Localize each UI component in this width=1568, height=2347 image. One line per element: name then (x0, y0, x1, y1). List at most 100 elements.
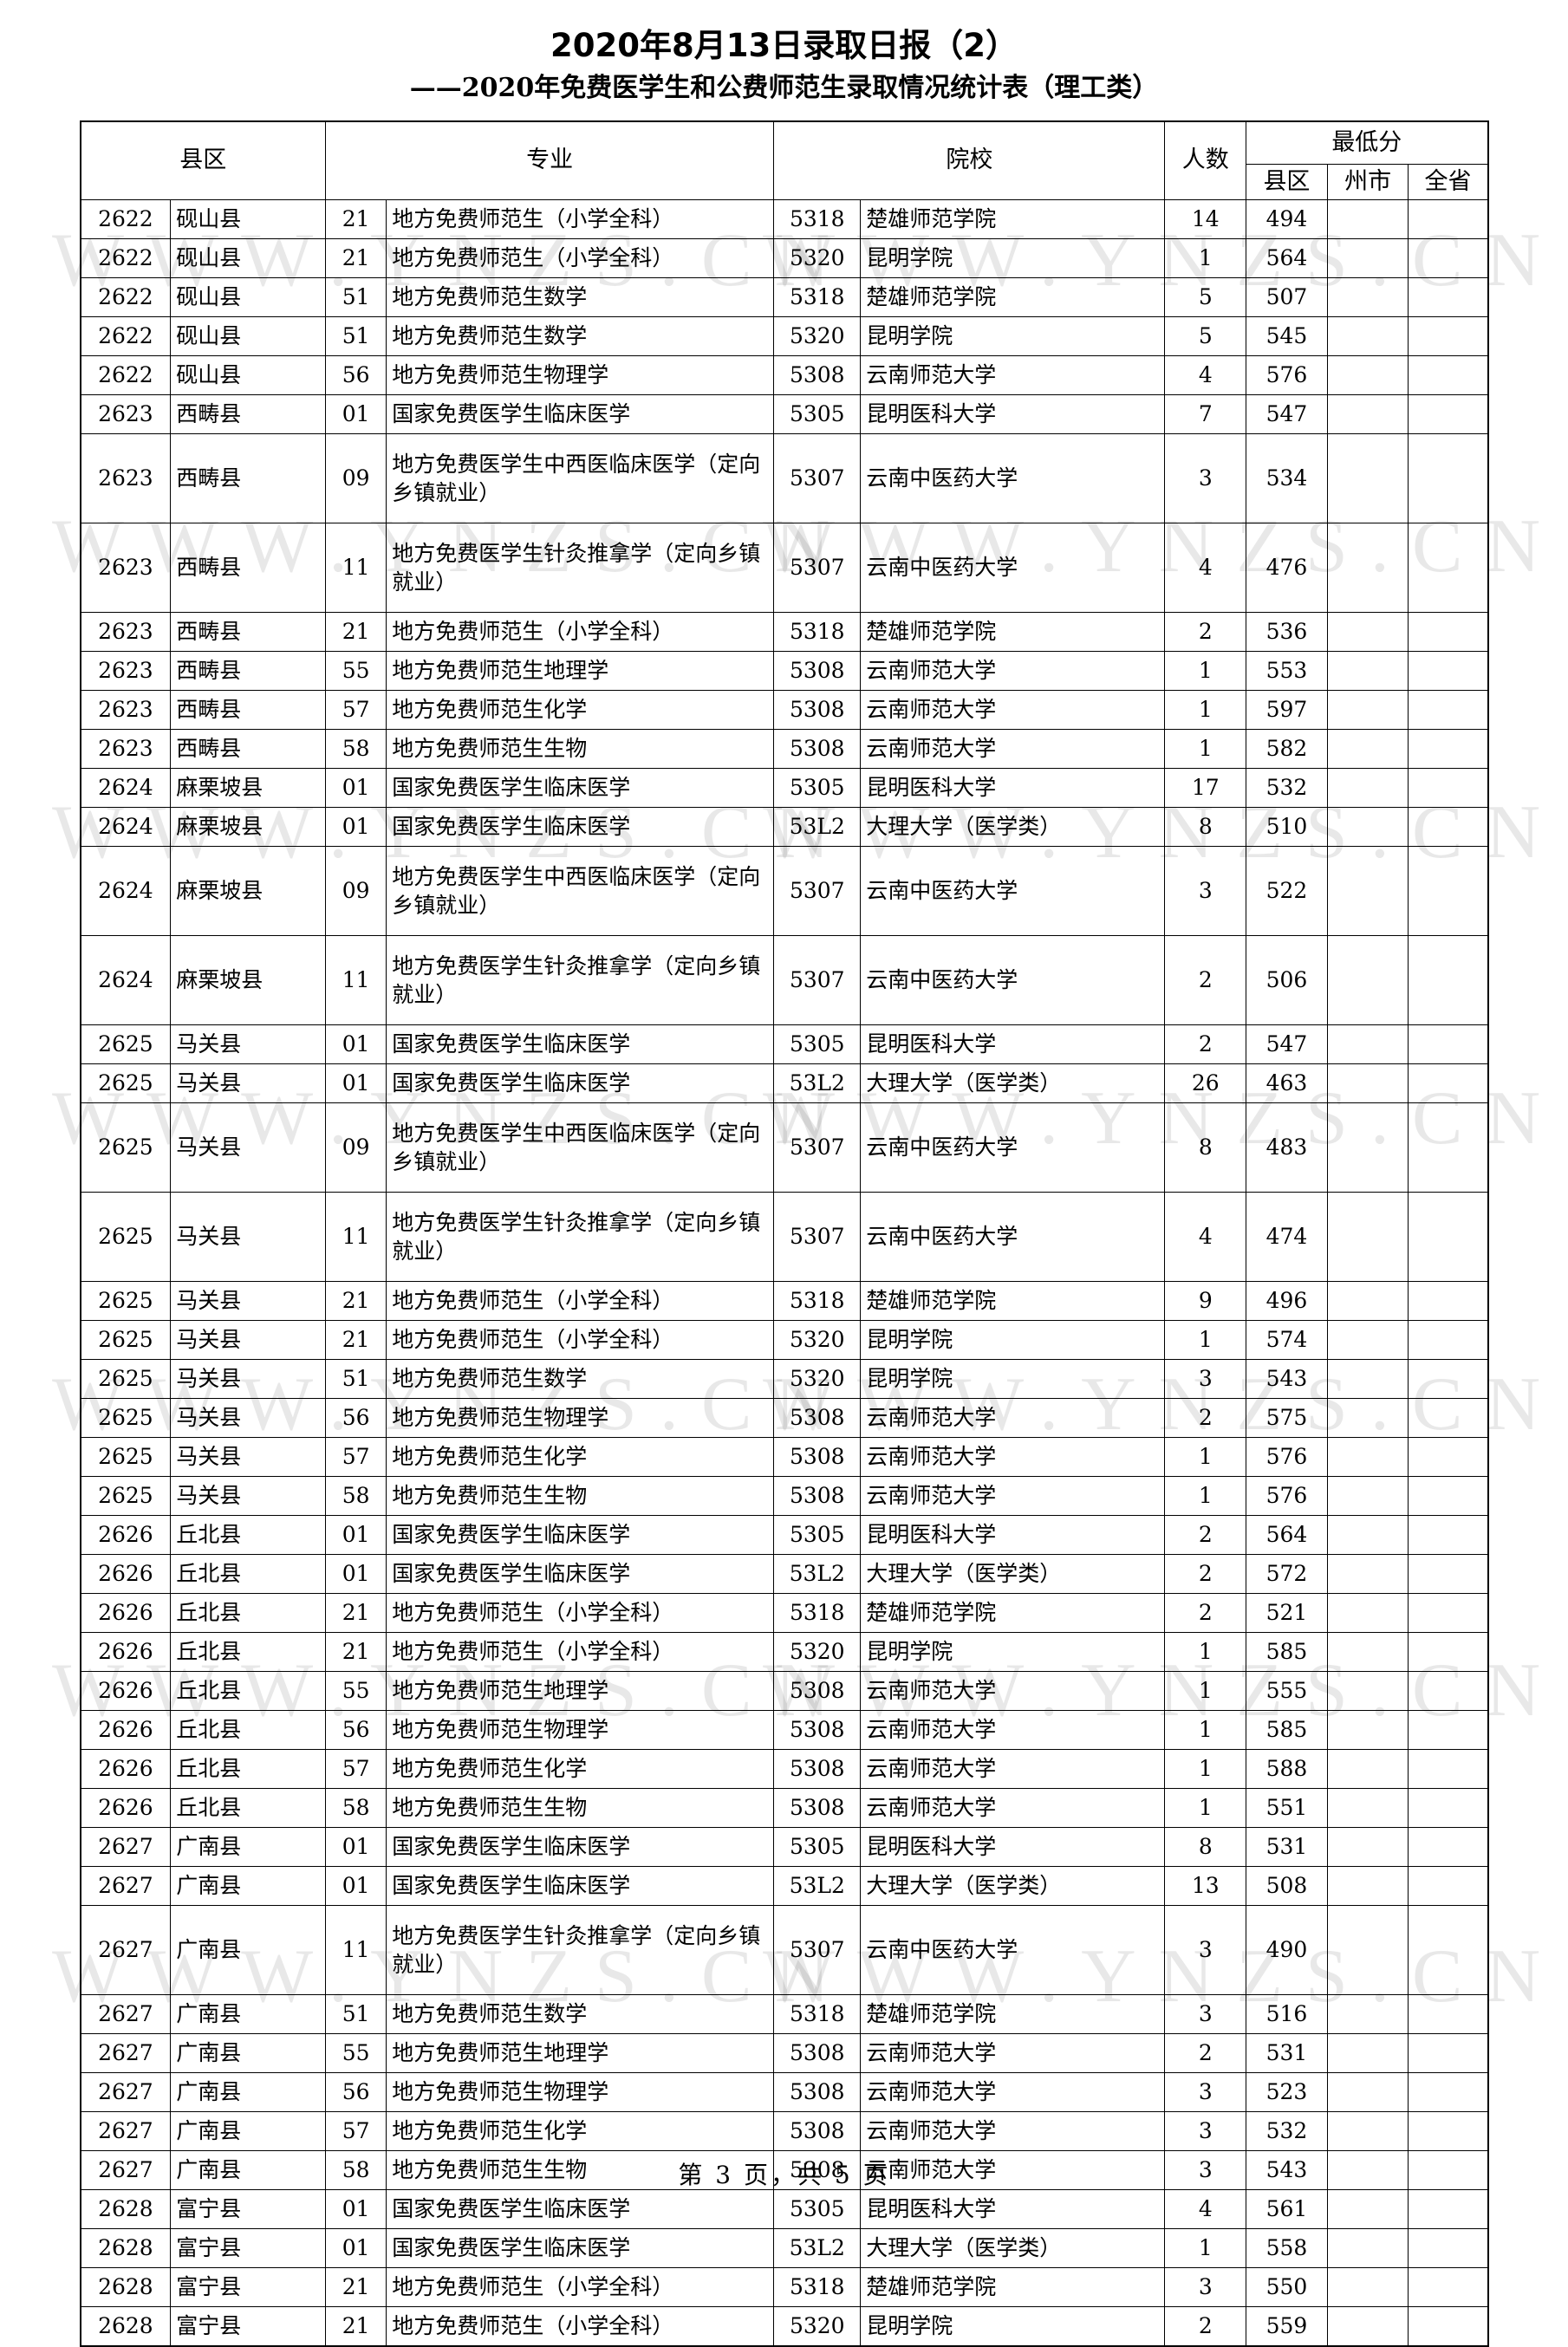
row-county-name: 麻栗坡县 (170, 935, 327, 1026)
row-score-province (1408, 2228, 1488, 2269)
row-county-code: 2626 (79, 1788, 172, 1829)
table-row: 2627 广南县 55 地方免费师范生地理学 5308 云南师范大学 2 531 (79, 2033, 1488, 2074)
row-major-name: 地方免费师范生化学 (386, 1437, 775, 1478)
table-row: 2627 广南县 57 地方免费师范生化学 5308 云南师范大学 3 532 (79, 2111, 1488, 2152)
row-score-county: 576 (1246, 1437, 1328, 1478)
row-county-code: 2627 (79, 1827, 172, 1868)
row-county-code: 2623 (79, 394, 172, 435)
row-school-code: 5307 (773, 935, 862, 1026)
table-row: 2627 广南县 11 地方免费医学生针灸推拿学（定向乡镇就业） 5307 云南中医药大学… (79, 1905, 1488, 1996)
row-county-code: 2625 (79, 1398, 172, 1439)
row-school-name: 昆明医科大学 (860, 1024, 1166, 1065)
row-count: 2 (1164, 1515, 1247, 1556)
row-school-code: 5320 (773, 238, 862, 279)
table-row: 2625 马关县 57 地方免费师范生化学 5308 云南师范大学 1 576 (79, 1437, 1488, 1478)
page-subtitle: ——2020年免费医学生和公费师范生录取情况统计表（理工类） (409, 73, 1159, 104)
row-county-code: 2627 (79, 1866, 172, 1907)
row-score-county: 494 (1246, 199, 1328, 240)
row-major-code: 01 (325, 1554, 387, 1595)
row-score-city (1326, 1866, 1409, 1907)
row-county-name: 马关县 (170, 1320, 327, 1361)
row-score-city (1326, 1398, 1409, 1439)
row-county-code: 2625 (79, 1320, 172, 1361)
row-county-name: 广南县 (170, 2111, 327, 2152)
table-row: 2624 麻栗坡县 11 地方免费医学生针灸推拿学（定向乡镇就业） 5307 云南中医药大… (79, 935, 1488, 1026)
row-major-code: 01 (325, 2228, 387, 2269)
row-count: 1 (1164, 729, 1247, 770)
row-score-city (1326, 355, 1409, 396)
row-county-name: 丘北县 (170, 1749, 327, 1790)
table-row: 2624 麻栗坡县 01 国家免费医学生临床医学 53L2 大理大学（医学类） 8 510 (79, 807, 1488, 848)
table-row: 2622 砚山县 21 地方免费师范生（小学全科） 5318 楚雄师范学院 14 494 (79, 199, 1488, 240)
row-school-name: 昆明学院 (860, 1632, 1166, 1673)
row-score-county: 522 (1246, 846, 1328, 937)
row-major-code: 09 (325, 846, 387, 937)
row-count: 1 (1164, 1476, 1247, 1517)
row-county-name: 砚山县 (170, 277, 327, 318)
row-major-code: 01 (325, 807, 387, 848)
row-count: 3 (1164, 2111, 1247, 2152)
row-count: 1 (1164, 1632, 1247, 1673)
table-row: 2626 丘北县 01 国家免费医学生临床医学 53L2 大理大学（医学类） 2 572 (79, 1554, 1488, 1595)
row-major-name: 国家免费医学生临床医学 (386, 1515, 775, 1556)
row-score-province (1408, 2111, 1488, 2152)
row-count: 4 (1164, 355, 1247, 396)
table-row: 2626 丘北县 57 地方免费师范生化学 5308 云南师范大学 1 588 (79, 1749, 1488, 1790)
row-county-code: 2628 (79, 2189, 172, 2230)
row-score-city (1326, 523, 1409, 614)
row-score-county: 531 (1246, 2033, 1328, 2074)
row-county-code: 2625 (79, 1102, 172, 1193)
row-county-code: 2626 (79, 1632, 172, 1673)
table-row: 2625 马关县 58 地方免费师范生生物 5308 云南师范大学 1 576 (79, 1476, 1488, 1517)
row-count: 1 (1164, 1320, 1247, 1361)
row-school-name: 云南中医药大学 (860, 935, 1166, 1026)
row-count: 2 (1164, 1554, 1247, 1595)
row-major-code: 11 (325, 1192, 387, 1283)
row-major-name: 国家免费医学生临床医学 (386, 2228, 775, 2269)
row-school-code: 5318 (773, 2267, 862, 2308)
row-score-city (1326, 807, 1409, 848)
row-score-province (1408, 1994, 1488, 2035)
row-major-name: 地方免费师范生地理学 (386, 651, 775, 692)
row-count: 2 (1164, 2033, 1247, 2074)
row-county-name: 丘北县 (170, 1554, 327, 1595)
row-major-name: 地方免费师范生数学 (386, 1994, 775, 2035)
row-school-name: 大理大学（医学类） (860, 2228, 1166, 2269)
row-count: 1 (1164, 690, 1247, 731)
row-major-name: 地方免费医学生针灸推拿学（定向乡镇就业） (386, 935, 775, 1026)
row-major-code: 21 (325, 1632, 387, 1673)
row-score-province (1408, 1320, 1488, 1361)
row-school-name: 楚雄师范学院 (860, 1281, 1166, 1322)
row-score-province (1408, 1437, 1488, 1478)
row-county-code: 2626 (79, 1554, 172, 1595)
row-score-city (1326, 612, 1409, 653)
table-row: 2623 西畴县 21 地方免费师范生（小学全科） 5318 楚雄师范学院 2 536 (79, 612, 1488, 653)
row-score-province (1408, 1359, 1488, 1400)
row-county-code: 2625 (79, 1063, 172, 1104)
row-school-name: 昆明医科大学 (860, 768, 1166, 809)
header-count: 人数 (1164, 120, 1247, 201)
row-major-code: 21 (325, 1593, 387, 1634)
row-count: 17 (1164, 768, 1247, 809)
row-school-name: 云南师范大学 (860, 1671, 1166, 1712)
row-school-name: 云南师范大学 (860, 2072, 1166, 2113)
table-row: 2627 广南县 58 地方免费师范生生物 5308 云南师范大学 3 543 (79, 2150, 1488, 2191)
row-score-province (1408, 316, 1488, 357)
row-county-code: 2623 (79, 612, 172, 653)
row-major-name: 地方免费医学生中西医临床医学（定向乡镇就业） (386, 433, 775, 524)
row-score-county: 553 (1246, 651, 1328, 692)
row-county-name: 马关县 (170, 1192, 327, 1283)
row-school-code: 5318 (773, 1994, 862, 2035)
row-major-code: 57 (325, 690, 387, 731)
row-count: 26 (1164, 1063, 1247, 1104)
row-count: 2 (1164, 1593, 1247, 1634)
table-row: 2627 广南县 01 国家免费医学生临床医学 53L2 大理大学（医学类） 13 508 (79, 1866, 1488, 1907)
row-county-name: 广南县 (170, 2072, 327, 2113)
admission-statistics-table: 县区 专业 院校 人数 最低分 县区 州市 全省 2622 砚山县 21 地方免费师范… (79, 120, 1489, 2347)
row-school-code: 5308 (773, 1749, 862, 1790)
row-major-name: 地方免费师范生数学 (386, 277, 775, 318)
row-score-city (1326, 1749, 1409, 1790)
row-count: 3 (1164, 433, 1247, 524)
row-major-code: 57 (325, 2111, 387, 2152)
row-score-county: 582 (1246, 729, 1328, 770)
